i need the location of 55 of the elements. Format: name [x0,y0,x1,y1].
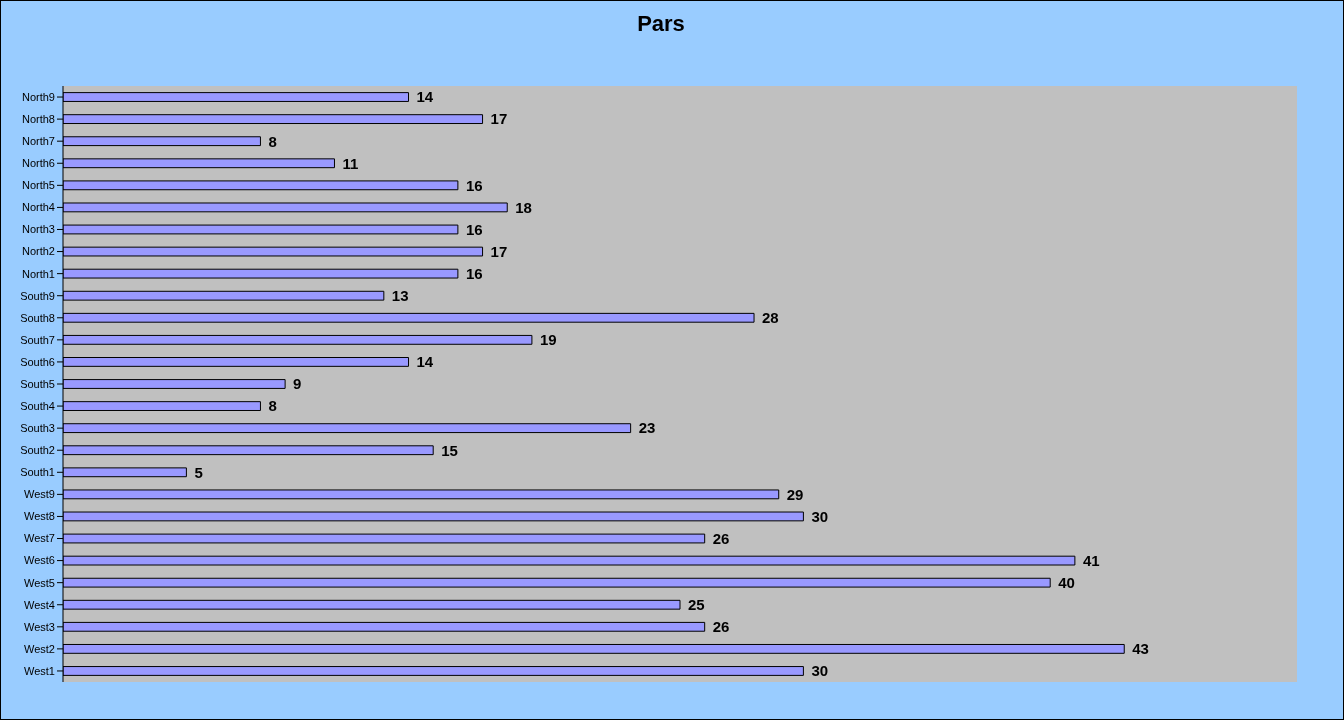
y-tick-label: West3 [24,620,55,633]
data-label: 25 [688,596,705,614]
y-tick-label: South9 [20,289,55,302]
data-label: 18 [515,198,532,216]
y-tick-label: North7 [21,135,55,148]
data-label: 16 [465,264,483,282]
data-label: 16 [465,220,483,238]
data-label: 15 [441,441,458,459]
y-tick-label: West8 [24,510,55,523]
y-tick-label: South5 [20,377,55,390]
data-label: 5 [194,463,203,481]
data-label: 11 [342,154,359,172]
data-label: 41 [1082,551,1100,569]
y-tick-label: North8 [21,113,55,126]
data-label: 17 [490,242,508,260]
data-label: 30 [811,662,829,680]
data-label: 14 [416,353,434,371]
data-label: 26 [712,618,730,636]
y-tick-label: West5 [24,576,55,589]
data-label: 28 [762,309,779,327]
data-label: 40 [1058,573,1075,591]
data-label: 30 [811,507,829,525]
y-tick-label: South2 [20,444,55,457]
data-label: 17 [490,110,508,128]
y-tick-label: South1 [20,466,55,479]
y-tick-label: West1 [24,664,55,677]
y-tick-label: West6 [24,554,55,567]
data-label: 9 [293,375,302,393]
y-tick-label: North9 [21,90,55,103]
y-tick-label: North5 [21,179,55,192]
y-tick-label: North3 [21,223,55,236]
y-tick-label: South7 [20,333,55,346]
data-label: 8 [268,132,277,150]
y-tick-label: South6 [20,355,55,368]
data-label: 26 [712,529,730,547]
y-tick-label: North6 [21,157,55,170]
y-tick-label: North1 [21,267,55,280]
y-tick-label: West7 [24,532,55,545]
y-tick-label: South3 [20,422,55,435]
y-tick-label: West4 [24,598,55,611]
data-label: 19 [539,331,557,349]
y-tick-label: South4 [20,399,55,412]
data-label: 29 [786,485,804,503]
data-label: 23 [638,419,656,437]
y-tick-label: South8 [20,311,55,324]
data-label: 13 [391,287,409,305]
y-tick-label: North2 [21,245,55,258]
chart-title: Pars [636,11,686,37]
data-label: 8 [268,397,277,415]
data-label: 16 [465,176,483,194]
y-tick-label: West9 [24,488,55,501]
data-label: 43 [1132,640,1149,658]
data-label: 14 [416,88,434,106]
y-tick-label: West2 [24,642,55,655]
y-tick-label: North4 [21,201,55,214]
